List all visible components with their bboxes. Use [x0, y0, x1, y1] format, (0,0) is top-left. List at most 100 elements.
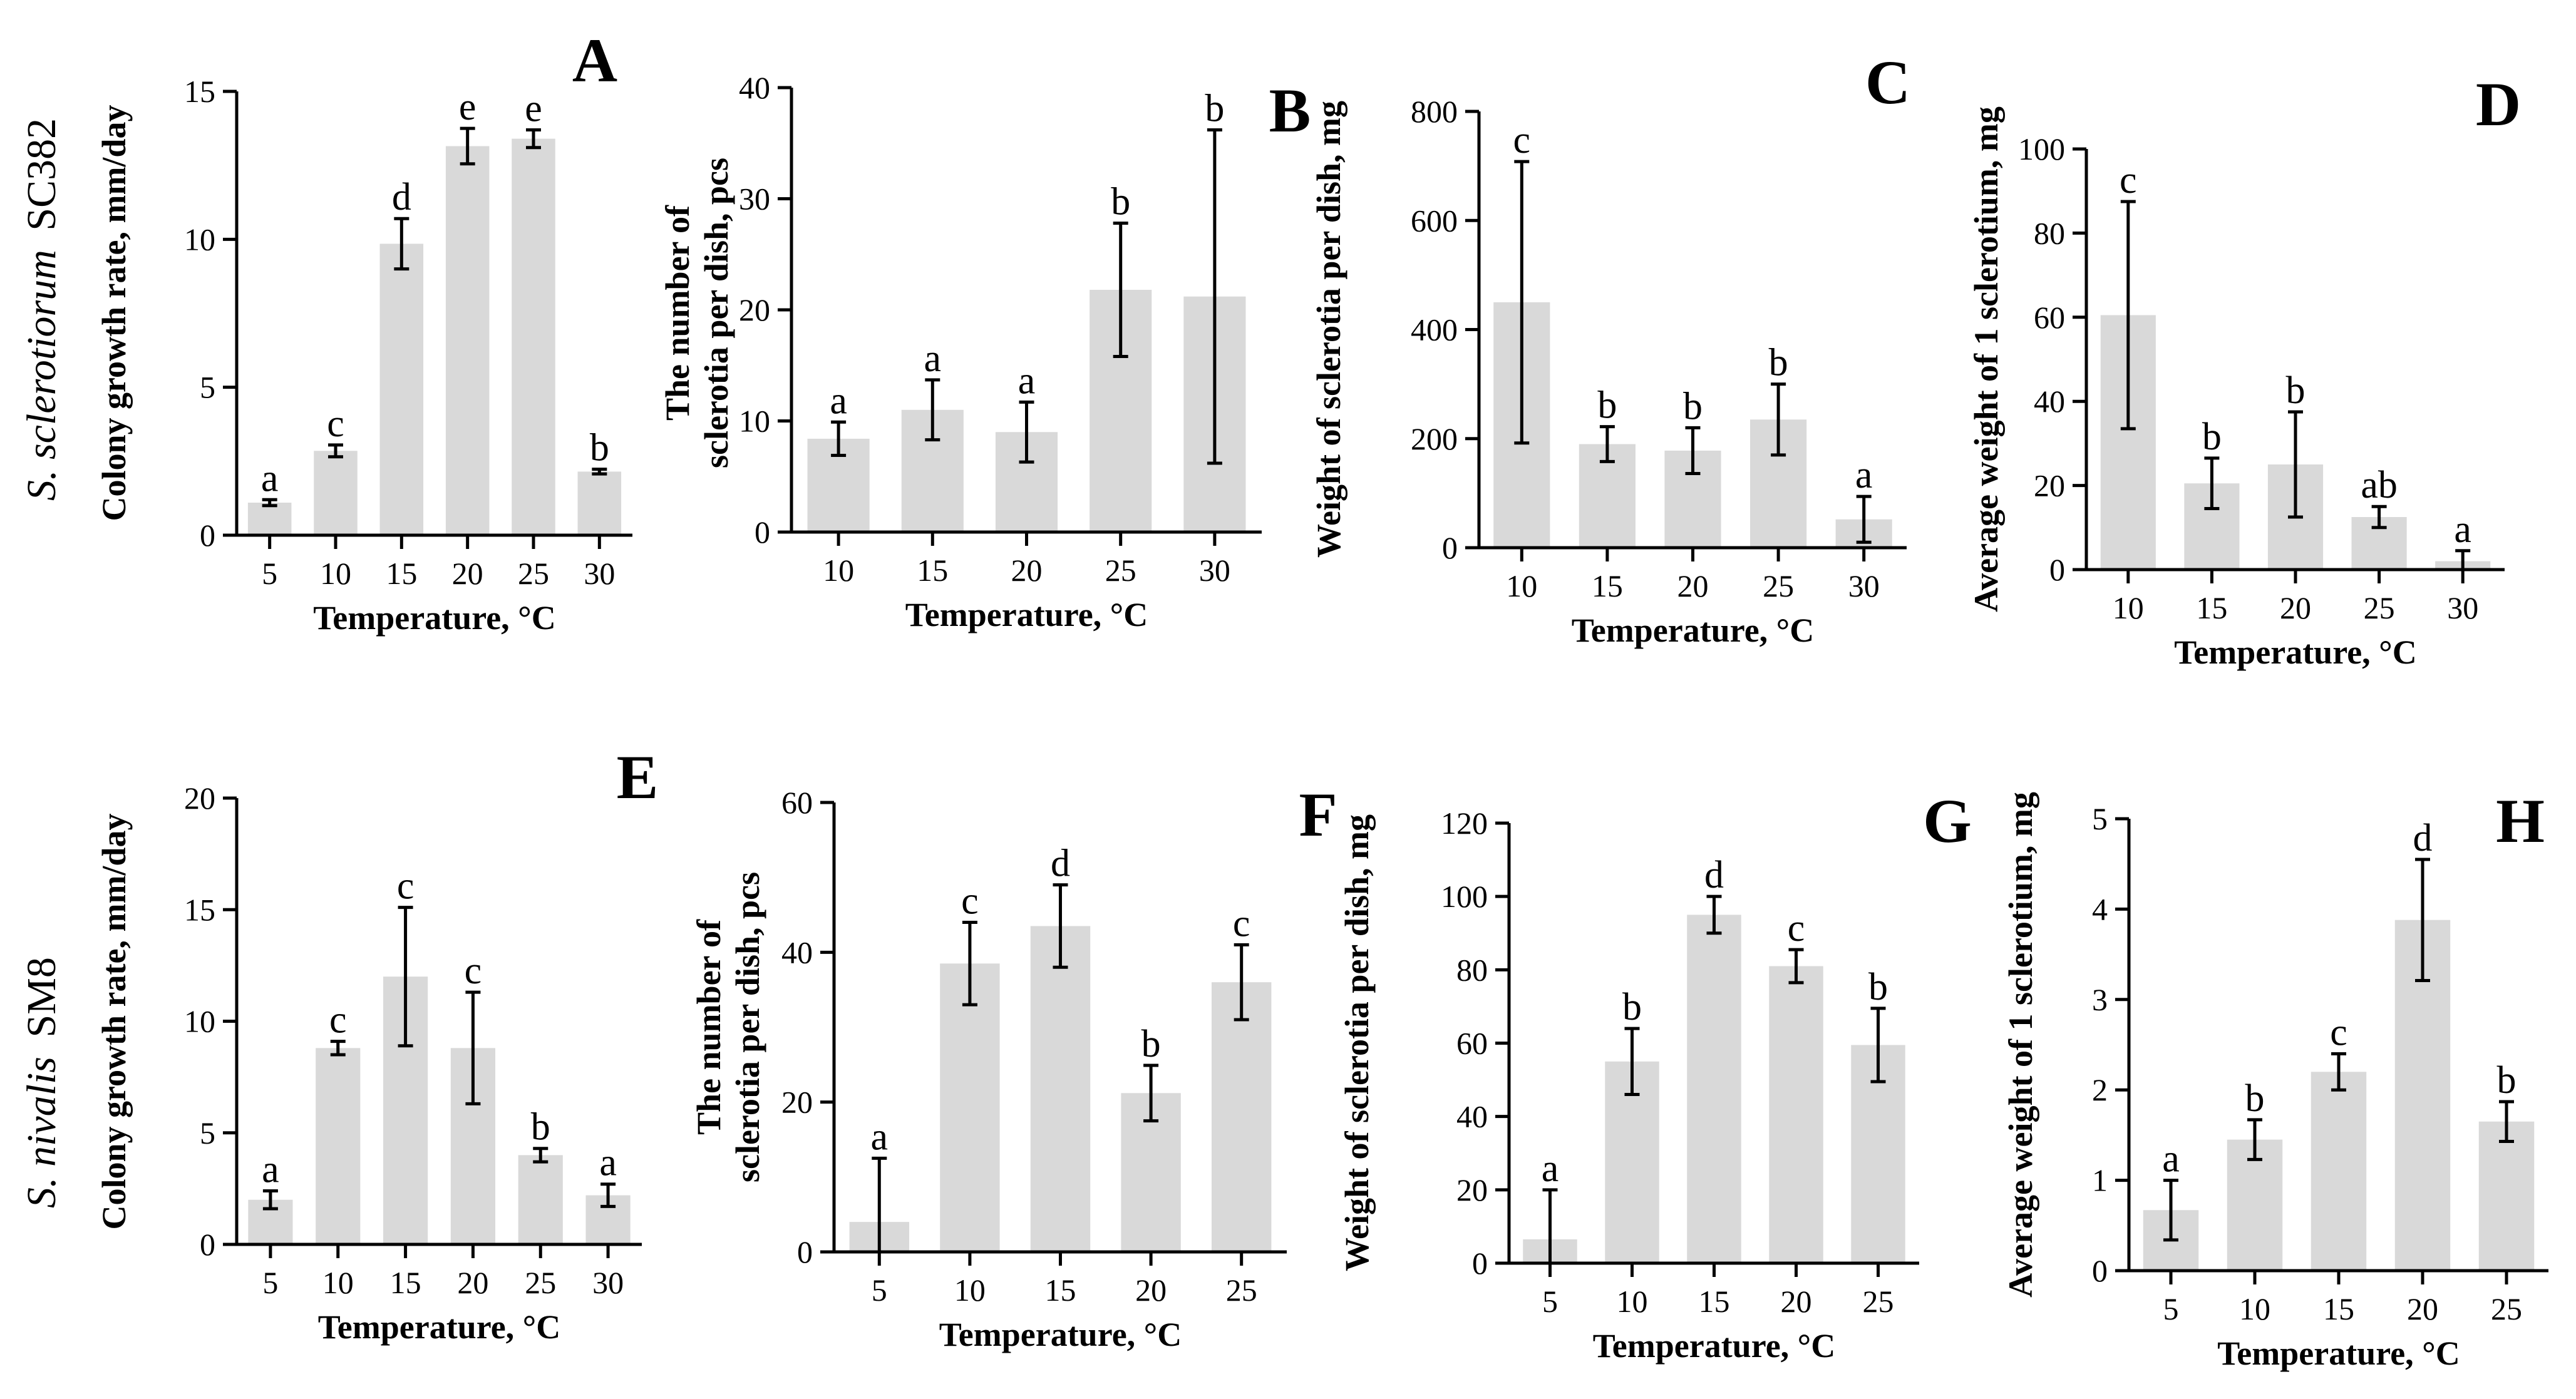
- y-tick-label: 0: [2049, 552, 2065, 587]
- error-bar: [526, 128, 541, 150]
- y-axis-label: Colony growth rate, mm/day: [95, 814, 133, 1230]
- significance-letter: b: [590, 427, 609, 469]
- y-tick-label: 800: [1411, 94, 1458, 129]
- row-label-bottom: S. nivalis SM8: [19, 957, 64, 1208]
- error-bar: [1706, 894, 1722, 935]
- x-axis-label: Temperature, °C: [2217, 1335, 2460, 1372]
- panel-g: a 5 b 10 d 15 c 20 b 25 0 20 40 60 80 100 120 Temperature…: [1338, 786, 1972, 1365]
- bar: [577, 471, 622, 535]
- panel-c: c 10 b 15 b 20 b 25 a 30 0 200 400 600 800 Temperature,…: [1310, 48, 1910, 649]
- x-tick-label: 10: [1506, 568, 1537, 603]
- error-bar: [2288, 410, 2303, 519]
- y-axis-label-line: The number of: [659, 205, 696, 421]
- significance-letter: a: [599, 1142, 617, 1184]
- significance-letter: c: [397, 865, 415, 908]
- bar: [512, 138, 555, 536]
- y-tick-label: 400: [1411, 312, 1458, 347]
- bar: [247, 503, 292, 535]
- significance-letter: c: [1513, 119, 1531, 161]
- x-tick-label: 10: [320, 556, 351, 591]
- x-tick-label: 15: [386, 556, 417, 591]
- x-tick-label: 25: [518, 556, 549, 591]
- x-tick-label: 10: [322, 1265, 354, 1300]
- panel-letter: B: [1269, 76, 1311, 145]
- error-bar: [2331, 1052, 2346, 1092]
- error-bar: [2371, 505, 2387, 530]
- y-tick-label: 15: [184, 892, 215, 927]
- x-tick-label: 25: [1226, 1273, 1257, 1308]
- x-tick-label: 20: [452, 556, 483, 591]
- y-axis-label: Weight of sclerotia per dish, mg: [1310, 101, 1347, 558]
- x-axis-label: Temperature, °C: [939, 1316, 1182, 1353]
- row-label-top: S. sclerotiorum SC382: [19, 118, 64, 501]
- x-tick-label: 25: [2364, 590, 2395, 625]
- y-tick-label: 200: [1411, 421, 1458, 456]
- row-label-species-name: S. sclerotiorum: [19, 250, 64, 501]
- x-tick-label: 15: [2196, 590, 2227, 625]
- significance-letter: b: [1769, 342, 1788, 384]
- error-bar: [925, 378, 940, 442]
- significance-letter: e: [459, 86, 477, 128]
- y-tick-label: 0: [200, 1227, 215, 1262]
- y-tick-label: 5: [200, 370, 215, 405]
- panel-h: a 5 b 10 c 15 d 20 b 25 0 1 2 3 4 5 Temperature, °C Avera…: [2002, 786, 2548, 1372]
- error-bar: [262, 1189, 278, 1211]
- x-axis-label: Temperature, °C: [2174, 633, 2417, 671]
- error-bar: [600, 1182, 616, 1208]
- x-tick-label: 20: [2407, 1291, 2438, 1326]
- significance-letter: c: [329, 999, 347, 1042]
- significance-letter: a: [262, 1148, 279, 1191]
- significance-letter: a: [830, 379, 847, 422]
- bar: [2227, 1139, 2283, 1271]
- error-bar: [1870, 1007, 1886, 1084]
- significance-letter: b: [1205, 87, 1224, 130]
- y-tick-label: 120: [1441, 806, 1488, 841]
- x-tick-label: 5: [1542, 1284, 1558, 1319]
- y-tick-label: 40: [739, 70, 770, 105]
- error-bar: [1113, 222, 1128, 359]
- y-tick-label: 60: [1456, 1026, 1488, 1061]
- x-tick-label: 15: [390, 1265, 421, 1300]
- panel-e: a 5 c 10 c 15 c 20 b 25 a 30 0 5 10 15 20 Temperature, °C…: [95, 742, 658, 1346]
- significance-letter: e: [525, 87, 542, 130]
- significance-letter: d: [392, 176, 411, 218]
- significance-letter: b: [2497, 1059, 2517, 1102]
- significance-letter: c: [2120, 159, 2137, 202]
- significance-letter: d: [1704, 854, 1724, 896]
- error-bar: [1143, 1063, 1159, 1123]
- y-tick-label: 5: [2092, 801, 2108, 836]
- error-bar: [831, 420, 847, 458]
- bar: [314, 451, 358, 535]
- y-tick-label: 2: [2092, 1072, 2108, 1107]
- y-tick-label: 10: [739, 404, 770, 439]
- x-tick-label: 15: [917, 553, 948, 588]
- error-bar: [2204, 456, 2220, 511]
- panel-letter: F: [1299, 780, 1337, 849]
- x-tick-label: 15: [1699, 1284, 1730, 1319]
- x-tick-label: 20: [2280, 590, 2311, 625]
- panel-letter: H: [2496, 786, 2545, 856]
- y-tick-label: 5: [200, 1115, 215, 1150]
- x-tick-label: 10: [2113, 590, 2144, 625]
- y-tick-label: 40: [1456, 1099, 1488, 1134]
- error-bar: [1771, 382, 1786, 457]
- y-tick-label: 0: [1472, 1246, 1488, 1281]
- x-tick-label: 30: [2447, 590, 2478, 625]
- significance-letter: a: [871, 1115, 889, 1158]
- x-tick-label: 20: [457, 1265, 488, 1300]
- error-bar: [2499, 1100, 2514, 1144]
- error-bar: [592, 468, 607, 476]
- y-axis-label-line: The number of: [690, 919, 728, 1135]
- significance-letter: c: [327, 402, 344, 445]
- significance-letter: b: [2245, 1077, 2265, 1120]
- x-tick-label: 25: [2491, 1291, 2522, 1326]
- error-bar: [2247, 1118, 2262, 1161]
- y-tick-label: 20: [739, 292, 770, 327]
- y-tick-label: 60: [781, 785, 813, 820]
- error-bar: [2415, 858, 2430, 982]
- error-bar: [1599, 425, 1615, 463]
- y-tick-label: 0: [200, 518, 215, 553]
- row-label-strain: SM8: [19, 957, 64, 1037]
- panel-b: a 10 a 15 a 20 b 25 b 30 0 10 20 30 40 Temperature, °C T…: [659, 70, 1311, 633]
